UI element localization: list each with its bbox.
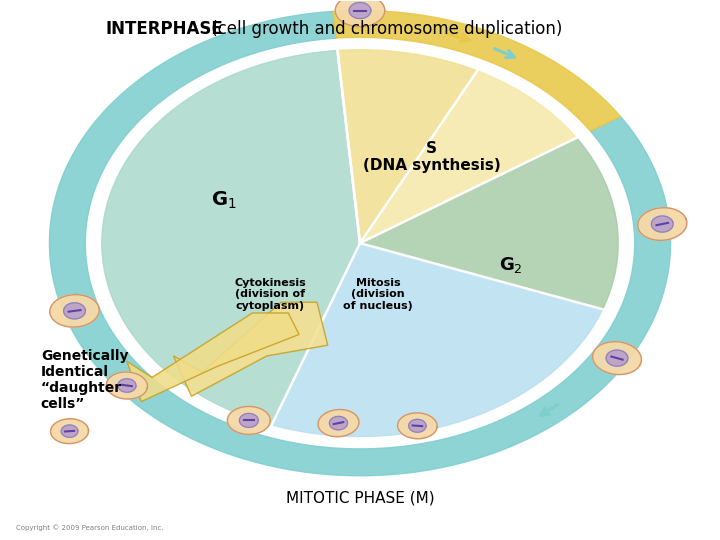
Text: MITOTIC PHASE (M): MITOTIC PHASE (M): [286, 491, 434, 506]
Text: Copyright © 2009 Pearson Education, Inc.: Copyright © 2009 Pearson Education, Inc.: [16, 524, 163, 531]
Polygon shape: [606, 350, 628, 366]
Text: G$_2$: G$_2$: [499, 255, 523, 275]
Text: S
(DNA synthesis): S (DNA synthesis): [363, 141, 500, 173]
Polygon shape: [50, 295, 99, 327]
Polygon shape: [333, 10, 621, 131]
Polygon shape: [63, 303, 86, 319]
Text: (cell growth and chromosome duplication): (cell growth and chromosome duplication): [206, 20, 562, 38]
Polygon shape: [127, 313, 299, 402]
Polygon shape: [338, 50, 477, 243]
Polygon shape: [397, 413, 437, 438]
Polygon shape: [360, 138, 618, 309]
Polygon shape: [638, 208, 687, 240]
Polygon shape: [102, 50, 360, 425]
Text: G$_1$: G$_1$: [211, 190, 236, 211]
Polygon shape: [228, 407, 270, 434]
Polygon shape: [118, 379, 136, 392]
Polygon shape: [50, 419, 89, 443]
Polygon shape: [336, 0, 384, 26]
Polygon shape: [50, 11, 670, 476]
Polygon shape: [271, 243, 603, 436]
Text: Genetically
Identical
“daughter
cells”: Genetically Identical “daughter cells”: [41, 349, 128, 411]
Text: Cytokinesis
(division of
cytoplasm): Cytokinesis (division of cytoplasm): [235, 278, 306, 311]
Polygon shape: [360, 71, 577, 243]
Polygon shape: [61, 425, 78, 437]
Polygon shape: [107, 372, 148, 399]
Polygon shape: [349, 3, 371, 18]
Polygon shape: [409, 420, 426, 432]
Text: Mitosis
(division
of nucleus): Mitosis (division of nucleus): [343, 278, 413, 311]
Text: INTERPHASE: INTERPHASE: [105, 20, 223, 38]
Polygon shape: [318, 409, 359, 437]
Polygon shape: [239, 414, 258, 427]
Polygon shape: [330, 416, 348, 430]
Polygon shape: [174, 302, 328, 396]
Polygon shape: [652, 216, 673, 232]
Polygon shape: [593, 342, 642, 375]
